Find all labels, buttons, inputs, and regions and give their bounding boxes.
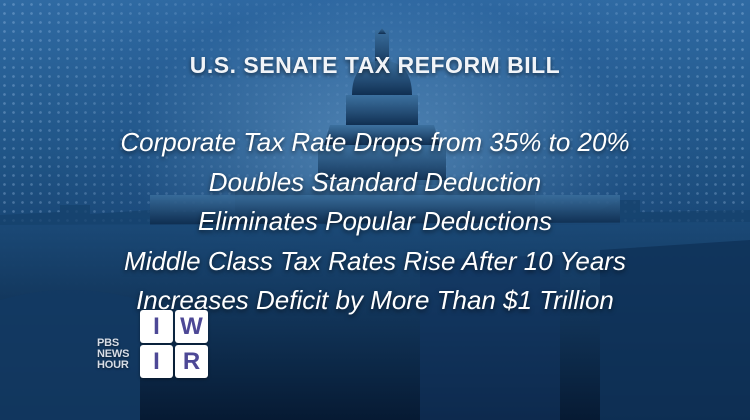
bullet-point: Corporate Tax Rate Drops from 35% to 20% [120, 127, 630, 157]
bullet-point: Doubles Standard Deduction [208, 166, 542, 197]
headline-title: U.S. SENATE TAX REFORM BILL [189, 52, 561, 78]
bullet-points-list: Corporate Tax Rate Drops from 35% to 20%… [0, 123, 750, 321]
bullet-point: Increases Deficit by More Than $1 Trilli… [136, 285, 614, 315]
bullet-point: Middle Class Tax Rates Rise After 10 Yea… [124, 245, 626, 276]
pbs-newshour-logo: PBS NEWS HOUR [97, 338, 141, 371]
logo-line: HOUR [97, 359, 129, 371]
logo-tile: I [140, 345, 173, 378]
logo-tile: R [175, 345, 208, 378]
bullet-point: Eliminates Popular Deductions [197, 206, 553, 236]
logo-line: PBS [97, 337, 120, 349]
logo-tile: I [140, 310, 173, 343]
logo-tile: W [175, 310, 208, 343]
iwir-logo: I W I R [140, 310, 208, 378]
logo-line: NEWS [97, 348, 130, 360]
